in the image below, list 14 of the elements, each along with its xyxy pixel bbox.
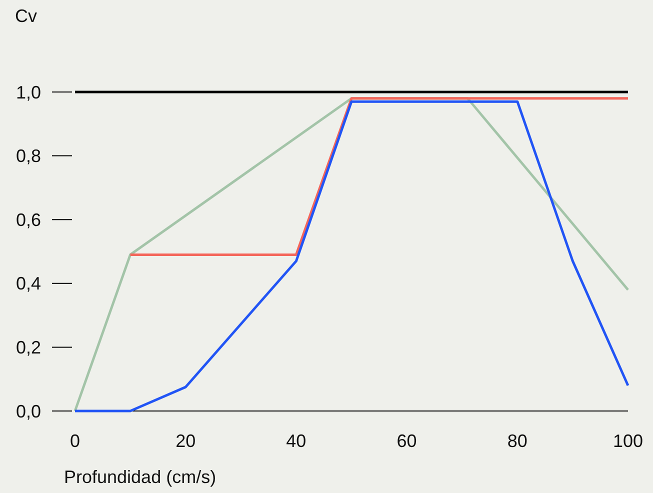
y-tick-label: 0,4: [16, 274, 42, 294]
x-tick-label: 40: [286, 431, 306, 451]
y-tick-label: 0,0: [16, 401, 42, 422]
y-tick-label: 0,8: [16, 146, 42, 166]
y-tick-label: 1,0: [16, 82, 42, 102]
x-tick-label: 80: [507, 431, 528, 451]
x-tick-label: 100: [612, 431, 644, 451]
y-axis-title: Cv: [15, 6, 37, 26]
y-tick-label: 0,6: [16, 210, 42, 230]
x-axis-title: Profundidad (cm/s): [64, 467, 216, 487]
x-tick-label: 60: [396, 431, 417, 451]
x-tick-label: 20: [176, 431, 196, 451]
y-tick-label: 0,2: [16, 338, 42, 358]
x-tick-label: 0: [70, 431, 80, 451]
